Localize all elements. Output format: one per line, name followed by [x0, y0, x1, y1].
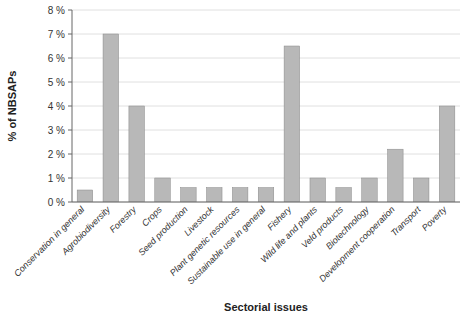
y-tick: [68, 130, 72, 131]
grid-line: [72, 202, 460, 203]
x-tick-label: Development cooperation: [317, 204, 397, 284]
bar: [413, 178, 429, 202]
x-tick-label: Poverty: [420, 204, 449, 233]
bar: [129, 106, 145, 202]
bar: [388, 149, 404, 202]
bar: [181, 188, 197, 202]
grid: [68, 10, 460, 202]
grid-line: [72, 34, 460, 35]
x-tick-label: Transport: [389, 204, 423, 238]
x-tick-label: Biotechnology: [324, 204, 371, 251]
x-tick-label: Forestry: [108, 204, 139, 235]
bar: [362, 178, 378, 202]
y-tick-label: 4 %: [48, 101, 65, 112]
bar: [207, 188, 223, 202]
y-tick-label: 5 %: [48, 77, 65, 88]
y-tick-label: 2 %: [48, 149, 65, 160]
grid-line: [72, 58, 460, 59]
y-tick-label: 8 %: [48, 5, 65, 16]
y-axis-title: % of NBSAPs: [6, 71, 18, 142]
x-axis-line: [72, 202, 460, 203]
x-tick-label: Sustainable use in general: [185, 204, 268, 287]
y-axis-line: [72, 10, 73, 202]
x-tick-label: Crops: [140, 204, 164, 228]
y-tick: [68, 58, 72, 59]
y-tick: [68, 106, 72, 107]
bar: [155, 178, 171, 202]
y-tick-label: 7 %: [48, 29, 65, 40]
bar: [258, 188, 274, 202]
bar: [103, 34, 119, 202]
y-tick-label: 0 %: [48, 197, 65, 208]
y-tick-label: 1 %: [48, 173, 65, 184]
y-tick: [68, 10, 72, 11]
bar: [439, 106, 455, 202]
grid-line: [72, 82, 460, 83]
y-tick-label: 3 %: [48, 125, 65, 136]
chart: 0 %1 %2 %3 %4 %5 %6 %7 %8 %Conservation …: [0, 0, 470, 317]
bar: [232, 188, 248, 202]
grid-line: [72, 10, 460, 11]
y-tick: [68, 34, 72, 35]
x-axis-title: Sectorial issues: [224, 301, 308, 313]
y-tick-label: 6 %: [48, 53, 65, 64]
y-tick: [68, 178, 72, 179]
bars: [77, 34, 455, 202]
y-tick: [68, 82, 72, 83]
y-tick: [68, 202, 72, 203]
x-tick-label: Agrobiodiversity: [59, 204, 112, 257]
bar: [336, 188, 352, 202]
bar: [310, 178, 326, 202]
bar: [284, 46, 300, 202]
bar: [77, 190, 93, 202]
y-tick: [68, 154, 72, 155]
